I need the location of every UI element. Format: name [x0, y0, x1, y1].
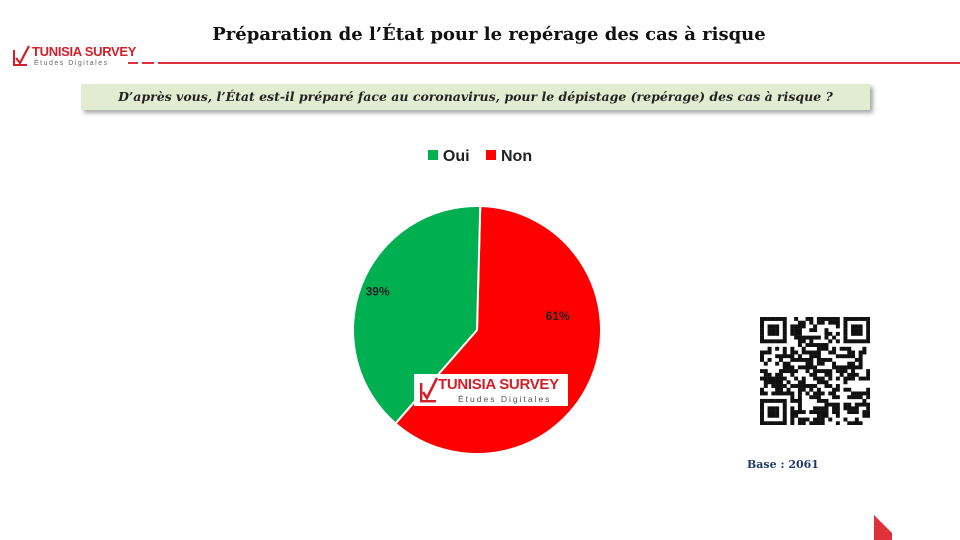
legend-label-oui: Oui	[442, 148, 470, 165]
data-label-oui: 39%	[366, 284, 390, 298]
corner-decoration-icon	[874, 515, 892, 540]
pie-slice-oui	[352, 205, 482, 425]
checkmark-logo-icon	[420, 377, 438, 403]
sample-base: Base : 2061	[747, 458, 819, 471]
checkmark-logo-icon	[13, 45, 30, 66]
data-label-non: 61%	[546, 309, 570, 323]
watermark-tagline: Études Digitales	[458, 394, 552, 404]
brand-tagline: Études Digitales	[34, 60, 109, 67]
survey-question: D’après vous, l’État est-il préparé face…	[81, 84, 870, 110]
legend-item-oui: Oui	[427, 148, 470, 166]
header-divider-dash	[142, 62, 154, 64]
qr-code	[760, 317, 870, 425]
legend-swatch-oui	[427, 150, 438, 160]
page-title: Préparation de l’État pour le repérage d…	[212, 24, 766, 45]
header-divider-dash	[128, 62, 138, 64]
chart-legend: Oui Non	[0, 148, 960, 166]
legend-swatch-non	[486, 150, 496, 160]
watermark-name: TUNISIA SURVEY	[438, 376, 559, 393]
brand-logo: TUNISIA SURVEY Études Digitales	[12, 42, 136, 72]
header-divider	[158, 62, 960, 64]
legend-label-non: Non	[501, 148, 533, 165]
brand-name: TUNISIA SURVEY	[32, 44, 137, 59]
watermark-logo: TUNISIA SURVEY Études Digitales	[414, 374, 568, 406]
legend-item-non: Non	[486, 148, 532, 166]
